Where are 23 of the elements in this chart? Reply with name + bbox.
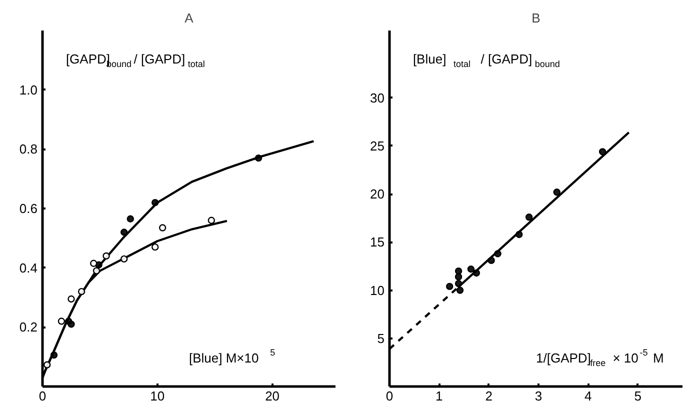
- y-axis-title: [Blue]total / [GAPD]bound: [412, 51, 560, 69]
- y-tick-label: 5: [377, 330, 385, 346]
- x-tick-label: 4: [584, 388, 592, 404]
- x-tick-label: 20: [265, 388, 280, 404]
- x-tick-label: 0: [386, 388, 394, 404]
- x-tick-label: 5: [634, 388, 642, 404]
- x-tick-label: 1: [436, 388, 443, 404]
- y-tick-label: 0.8: [19, 142, 38, 157]
- y-tick-label: 20: [370, 186, 385, 202]
- x-tick-label: 3: [534, 388, 542, 404]
- y-tick-label: 1.0: [19, 82, 38, 98]
- x-tick-label: 0: [38, 388, 46, 404]
- y-tick-label: 30: [370, 90, 385, 106]
- y-tick-label: 0.2: [19, 320, 38, 335]
- chart-title: A: [184, 10, 194, 26]
- y-tick-label: 10: [370, 282, 385, 298]
- y-tick-label: 15: [370, 234, 385, 250]
- y-tick-label: 0.6: [19, 201, 38, 216]
- y-tick-label: 25: [370, 138, 385, 154]
- chart-title: B: [532, 10, 540, 26]
- y-tick-label: 0.4: [19, 260, 38, 276]
- x-tick-label: 10: [150, 388, 165, 404]
- x-tick-label: 2: [485, 388, 492, 404]
